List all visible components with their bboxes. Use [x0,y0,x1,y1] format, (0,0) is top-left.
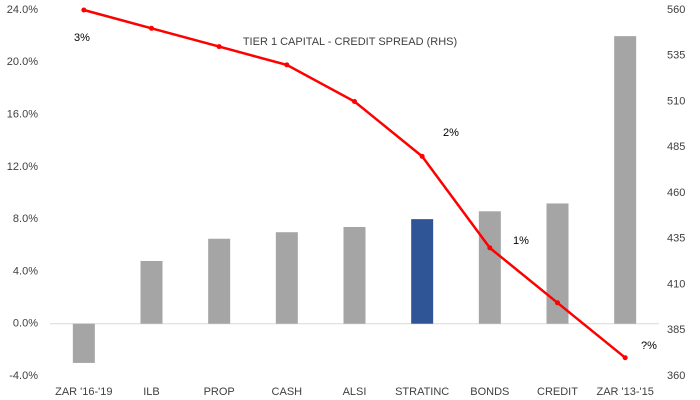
x-tick-label: STRATINC [395,386,449,398]
y2-tick-label: 435 [667,233,685,245]
y-tick-label: 24.0% [7,4,38,16]
bar [614,36,637,324]
bar [72,323,95,363]
bar [343,226,366,324]
bar [208,238,231,324]
y-tick-label: 12.0% [7,161,38,173]
line-point [216,44,222,50]
bar [140,260,163,324]
bar [275,232,298,324]
x-tick-label: BONDS [470,386,509,398]
bar [411,219,434,324]
y2-tick-label: 360 [667,370,685,382]
annotation: 3% [74,32,90,44]
line-point [487,245,493,251]
y2-tick-label: 535 [667,50,685,62]
y2-tick-label: 410 [667,278,685,290]
line-point [555,300,560,306]
y-tick-label: -4.0% [9,370,38,382]
line-point [622,355,628,361]
y2-tick-label: 485 [667,141,685,153]
line-point [81,7,87,13]
line-point [284,62,290,68]
y2-tick-label: 385 [667,324,685,336]
line-point [419,153,425,159]
x-tick-label: ZAR '13-'15 [596,386,653,398]
y-tick-label: 8.0% [13,213,38,225]
y-tick-label: 20.0% [7,56,38,68]
x-tick-label: ZAR '16-'19 [55,386,112,398]
x-tick-label: CREDIT [537,386,578,398]
annotation: 1% [513,235,529,247]
x-tick-label: ALSI [343,386,367,398]
chart-title: TIER 1 CAPITAL - CREDIT SPREAD (RHS) [243,36,457,48]
y-tick-label: 4.0% [13,265,38,277]
x-tick-label: CASH [272,386,303,398]
y-tick-label: 16.0% [7,108,38,120]
annotation: 2% [443,127,459,139]
line-point [352,99,357,104]
y2-tick-label: 460 [667,187,685,199]
x-tick-label: ILB [143,386,160,398]
annotation: ?% [641,340,657,352]
y-tick-label: 0.0% [13,318,38,330]
x-tick-label: PROP [204,386,235,398]
line-point [149,25,154,31]
bar [478,211,501,324]
y2-tick-label: 510 [667,95,685,107]
bar [546,203,569,324]
y2-tick-label: 560 [667,4,685,16]
